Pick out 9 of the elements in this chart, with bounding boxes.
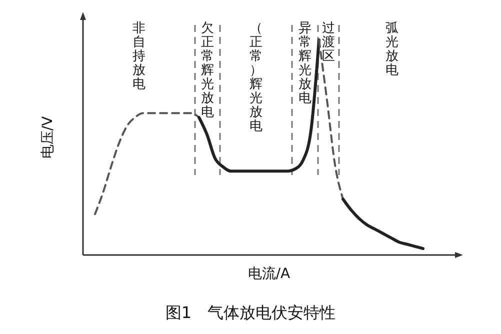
annotation: 弧光放电: [386, 21, 398, 78]
annotation: 异常辉光放电: [298, 21, 312, 106]
annotation: 过渡区: [322, 21, 335, 64]
annotation: （正常）辉光放电: [250, 21, 262, 134]
text: 图1 气体放电伏安特性: [165, 303, 336, 322]
x-axis-title: 电流/A: [248, 266, 291, 282]
annotation: 非自持放电: [132, 21, 146, 92]
y-axis-title: 电压/V: [40, 116, 56, 159]
annotation: 欠正常辉光放电: [201, 21, 214, 120]
